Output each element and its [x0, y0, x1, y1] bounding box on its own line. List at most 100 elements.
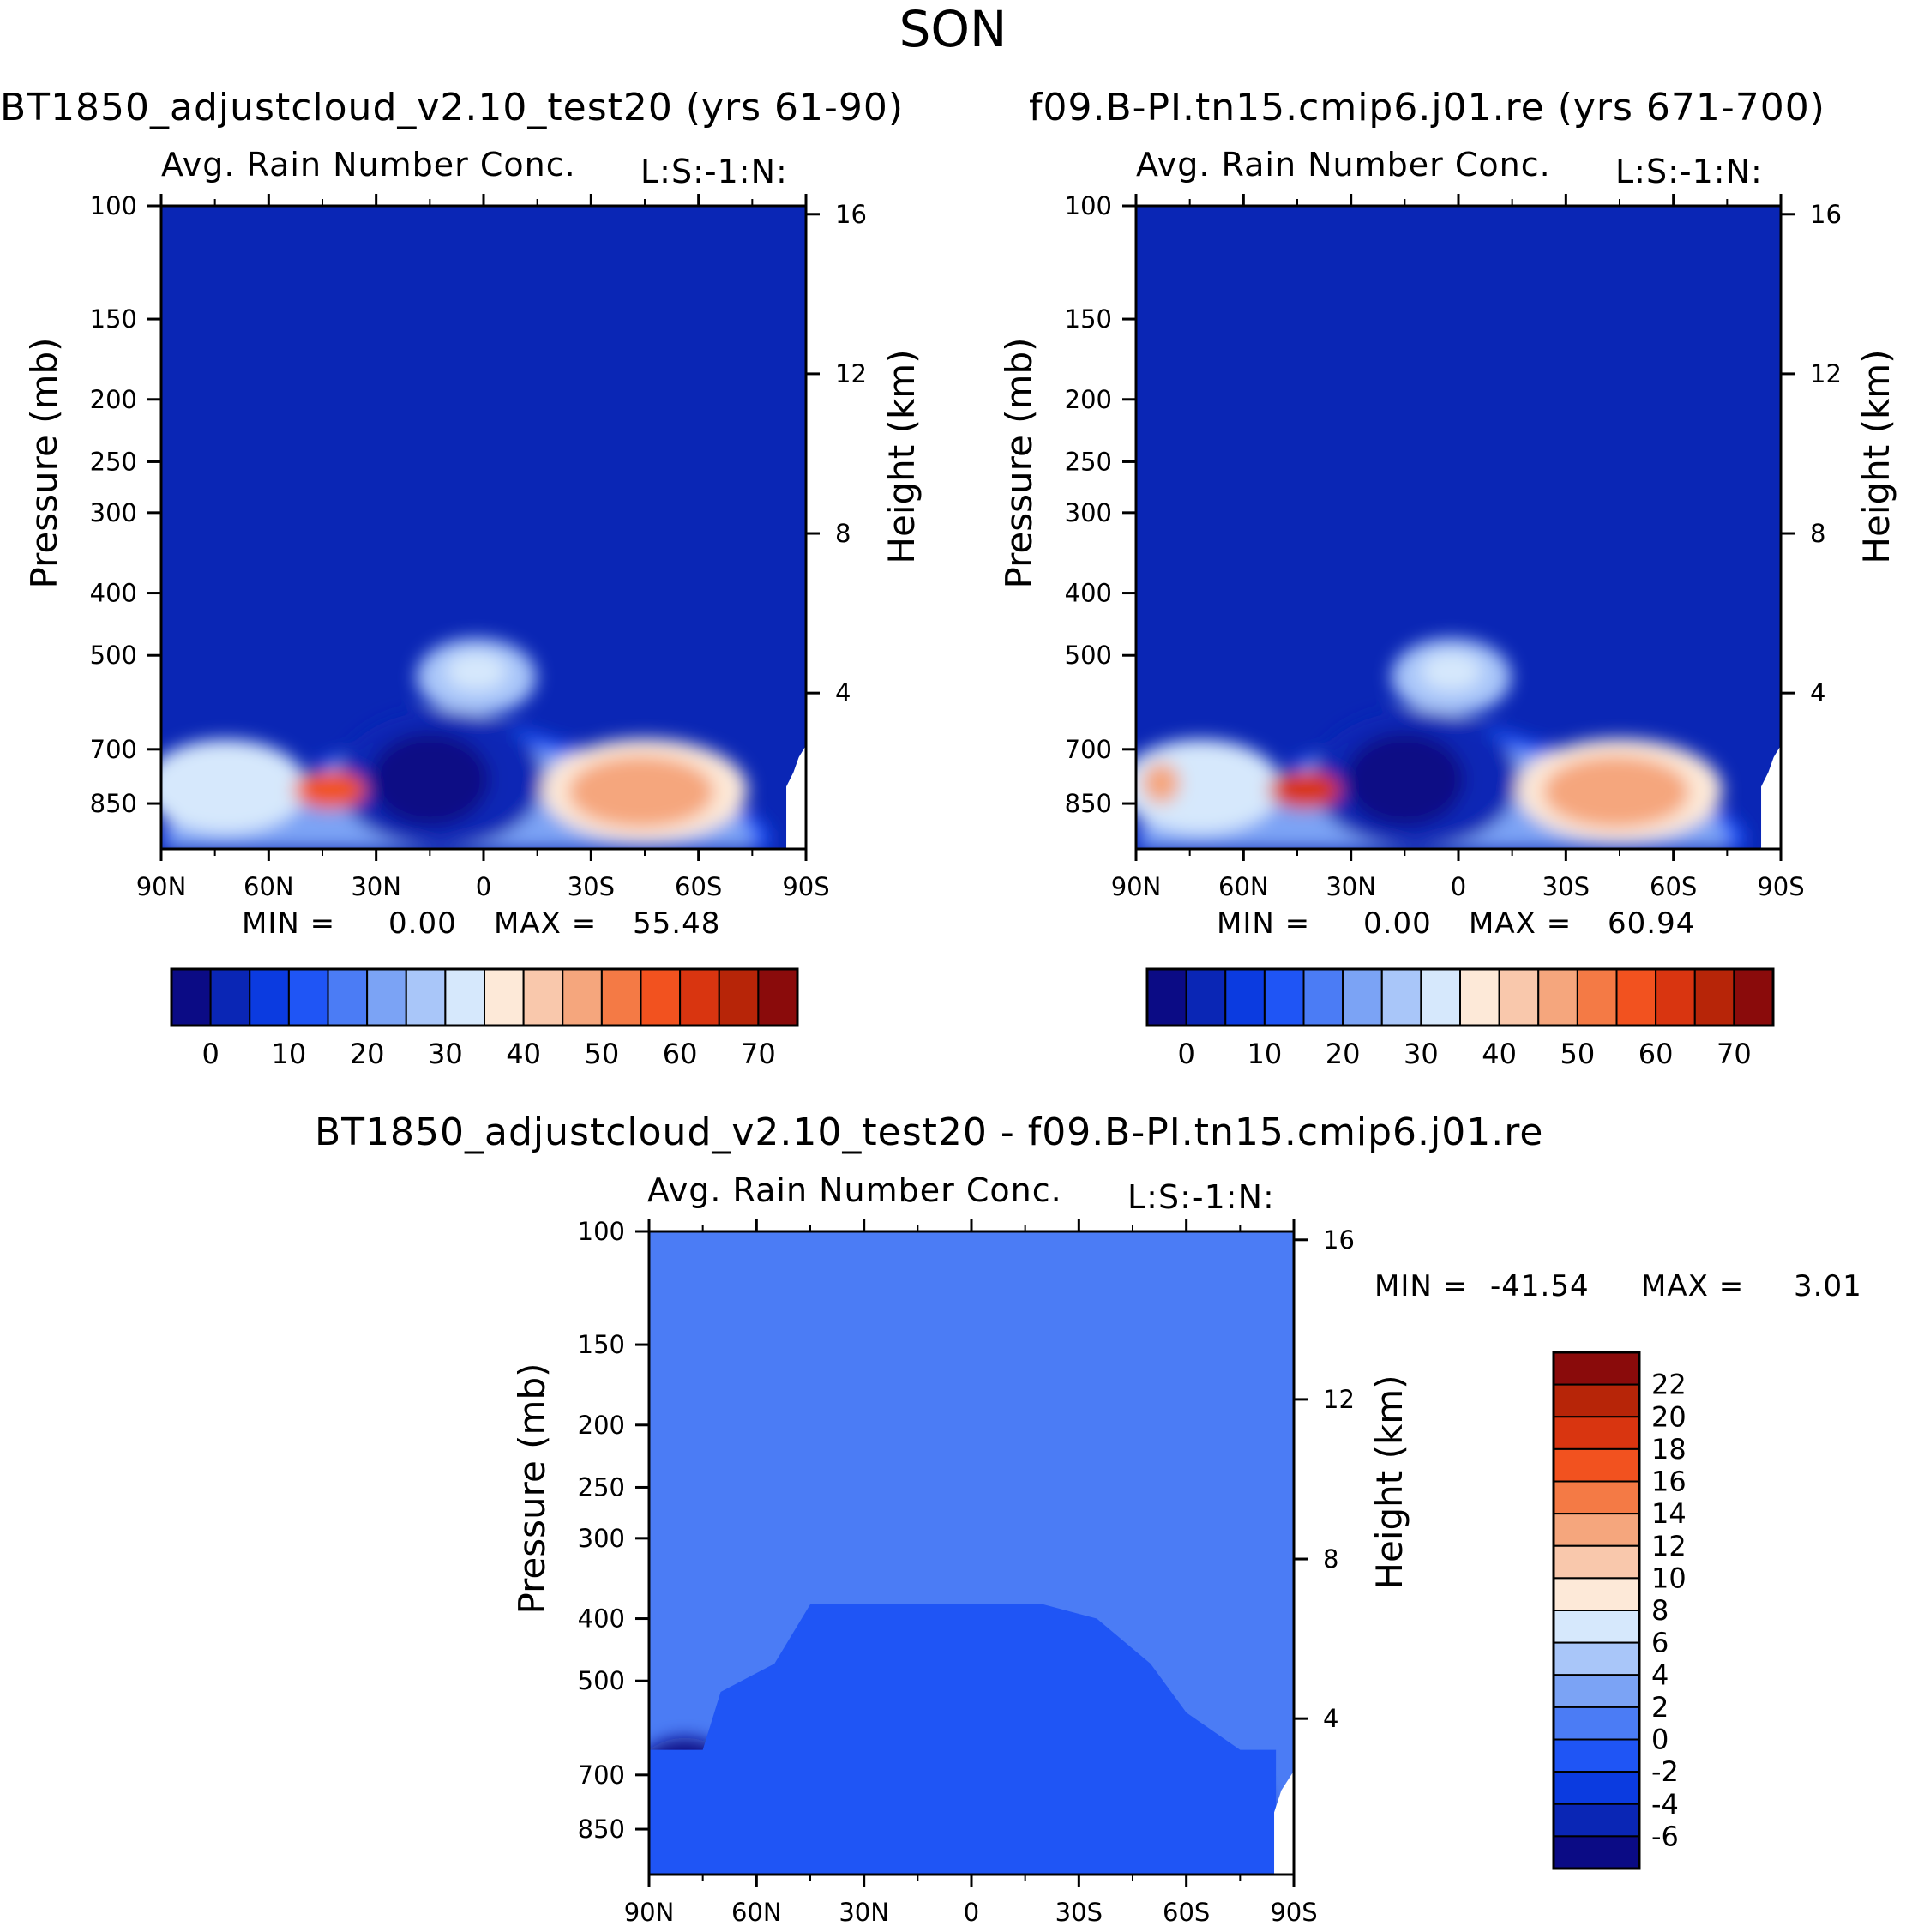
- panel2-max-label: MAX =: [1469, 906, 1572, 941]
- pressure-tick-label: 100: [90, 191, 137, 220]
- panel3-corner-label: L:S:-1:N:: [1127, 1178, 1275, 1216]
- height-tick-label: 8: [835, 519, 851, 548]
- panel3-min-value: -41.54: [1490, 1269, 1590, 1303]
- latitude-tick-label: 30S: [568, 872, 615, 901]
- pressure-tick-label: 400: [578, 1604, 625, 1634]
- colorbar-label: 22: [1651, 1369, 1687, 1401]
- colorbar-label: 8: [1651, 1594, 1669, 1627]
- latitude-tick-label: 90N: [624, 1898, 675, 1927]
- panel1-min-value: 0.00: [388, 906, 457, 941]
- latitude-tick-label: 60S: [675, 872, 722, 901]
- colorbar-label: 10: [272, 1038, 307, 1070]
- colorbar-label: 70: [1717, 1038, 1752, 1070]
- colorbar-swatch: [562, 968, 603, 1026]
- panel3-max-label: MAX =: [1641, 1269, 1745, 1303]
- pressure-tick-label: 500: [1065, 641, 1112, 670]
- panel1-max-label: MAX =: [494, 906, 598, 941]
- pressure-tick-label: 850: [90, 789, 137, 818]
- colorbar-swatch: [757, 968, 798, 1026]
- colorbar-swatch: [1576, 968, 1618, 1026]
- panel3-variable-title: Avg. Rain Number Conc.: [647, 1171, 1062, 1209]
- colorbar-label: -2: [1651, 1755, 1679, 1788]
- height-tick-label: 16: [1323, 1225, 1355, 1255]
- colorbar-label: 18: [1651, 1433, 1687, 1466]
- pressure-tick-label: 700: [578, 1760, 625, 1790]
- latitude-tick-label: 0: [1451, 872, 1466, 901]
- colorbar-label: 40: [506, 1038, 541, 1070]
- panel2-max-value: 60.94: [1608, 906, 1696, 941]
- colorbar-swatch: [1553, 1480, 1640, 1515]
- y-axis-label-left: Pressure (mb): [511, 1363, 553, 1614]
- panel3-max-value: 3.01: [1794, 1269, 1862, 1303]
- panel2-variable-title: Avg. Rain Number Conc.: [1136, 146, 1551, 184]
- latitude-tick-label: 90N: [1111, 872, 1162, 901]
- pressure-tick-label: 100: [1065, 191, 1112, 220]
- colorbar-label: 0: [1651, 1724, 1669, 1756]
- height-tick-label: 8: [1810, 519, 1825, 548]
- height-tick-label: 4: [1323, 1704, 1338, 1733]
- colorbar-label: 30: [1404, 1038, 1439, 1070]
- colorbar-swatch: [287, 968, 329, 1026]
- pressure-tick-label: 850: [1065, 789, 1112, 818]
- colorbar-swatch: [1553, 1803, 1640, 1838]
- latitude-tick-label: 0: [476, 872, 491, 901]
- height-tick-label: 16: [1810, 200, 1842, 229]
- colorbar-label: 10: [1651, 1562, 1687, 1594]
- colorbar-label: 12: [1651, 1530, 1687, 1562]
- colorbar-label: 16: [1651, 1466, 1687, 1498]
- panel1-max-value: 55.48: [633, 906, 721, 941]
- colorbar-label: 30: [428, 1038, 463, 1070]
- pressure-tick-label: 850: [578, 1815, 625, 1844]
- latitude-tick-label: 90S: [1270, 1898, 1317, 1927]
- pressure-tick-label: 250: [578, 1472, 625, 1502]
- colorbar-label: 50: [585, 1038, 620, 1070]
- colorbar-label: 70: [741, 1038, 776, 1070]
- pressure-tick-label: 700: [90, 735, 137, 764]
- colorbar-swatch: [1553, 1577, 1640, 1611]
- latitude-tick-label: 30S: [1055, 1898, 1103, 1927]
- latitude-tick-label: 90S: [782, 872, 829, 901]
- panel1-corner-label: L:S:-1:N:: [640, 153, 788, 190]
- latitude-tick-label: 30N: [351, 872, 401, 901]
- latitude-tick-label: 60N: [1218, 872, 1269, 901]
- latitude-tick-label: 30N: [839, 1898, 889, 1927]
- panel1-run-title: BT1850_adjustcloud_v2.10_test20 (yrs 61-…: [0, 86, 905, 129]
- colorbar-label: 40: [1482, 1038, 1517, 1070]
- pressure-tick-label: 400: [90, 579, 137, 608]
- height-tick-label: 4: [835, 678, 851, 707]
- colorbar-swatch: [1553, 1351, 1640, 1386]
- pressure-tick-label: 500: [578, 1666, 625, 1695]
- colorbar-label: 14: [1651, 1497, 1687, 1530]
- y-axis-label-left: Pressure (mb): [998, 337, 1040, 588]
- colorbar-swatch: [1553, 1544, 1640, 1580]
- height-tick-label: 12: [835, 359, 867, 388]
- pressure-tick-label: 250: [90, 447, 137, 476]
- colorbar-label: 4: [1651, 1658, 1669, 1691]
- colorbar-label: 60: [1638, 1038, 1674, 1070]
- colorbar-swatch: [1553, 1383, 1640, 1418]
- colorbar-label: 0: [1177, 1038, 1194, 1070]
- latitude-tick-label: 90N: [136, 872, 187, 901]
- panel2-corner-label: L:S:-1:N:: [1615, 153, 1763, 190]
- colorbar-swatch: [484, 968, 525, 1026]
- panel2-min-label: MIN =: [1217, 906, 1311, 941]
- colorbar-label: 6: [1651, 1627, 1669, 1659]
- colorbar-swatch: [1553, 1610, 1640, 1644]
- colorbar-label: 60: [663, 1038, 698, 1070]
- height-tick-label: 8: [1323, 1544, 1338, 1574]
- colorbar-swatch: [1553, 1447, 1640, 1483]
- height-tick-label: 16: [835, 200, 867, 229]
- colorbar-swatch: [1553, 1738, 1640, 1773]
- height-tick-label: 12: [1323, 1385, 1355, 1414]
- pressure-tick-label: 100: [578, 1217, 625, 1246]
- panel1-variable-title: Avg. Rain Number Conc.: [161, 146, 576, 184]
- latitude-tick-label: 30N: [1326, 872, 1376, 901]
- colorbar-label: 50: [1560, 1038, 1596, 1070]
- season-title: SON: [899, 0, 1007, 58]
- latitude-tick-label: 60S: [1163, 1898, 1210, 1927]
- colorbar-label: -4: [1651, 1788, 1679, 1821]
- panel3-run-title: BT1850_adjustcloud_v2.10_test20 - f09.B-…: [315, 1110, 1544, 1154]
- pressure-tick-label: 150: [1065, 304, 1112, 334]
- pressure-tick-label: 400: [1065, 579, 1112, 608]
- colorbar-swatch: [209, 968, 251, 1026]
